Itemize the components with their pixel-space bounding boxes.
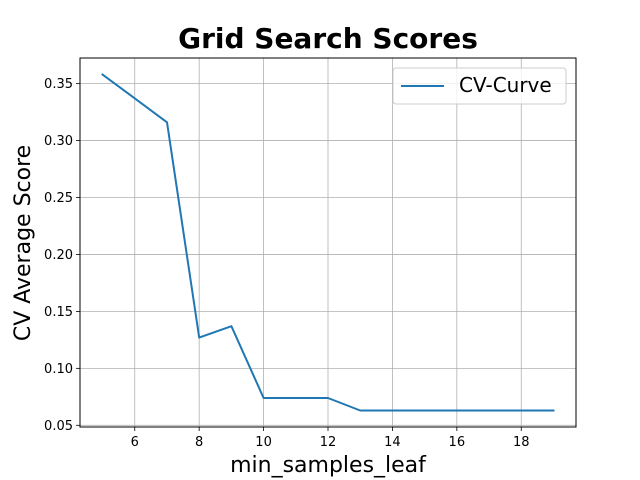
x-tick-label: 6 xyxy=(131,435,139,450)
x-axis: 6 8 10 12 14 16 18 xyxy=(131,427,530,450)
y-tick-label: 0.30 xyxy=(44,134,73,149)
legend-box xyxy=(392,67,567,105)
x-axis-label: min_samples_leaf xyxy=(230,453,427,478)
y-tick-label: 0.10 xyxy=(44,362,73,377)
series-line xyxy=(101,73,555,412)
y-tick-label: 0.05 xyxy=(44,419,73,434)
y-tick-label: 0.15 xyxy=(44,305,73,320)
x-tick-label: 10 xyxy=(255,435,272,450)
y-axis: 0.05 0.10 0.15 0.20 0.25 0.30 0.35 xyxy=(44,77,80,434)
legend-label: CV-Curve xyxy=(459,73,552,97)
legend: CV-Curve xyxy=(392,67,567,105)
y-axis-label: CV Average Score xyxy=(11,145,36,341)
y-tick-label: 0.20 xyxy=(44,248,73,263)
x-tick-label: 14 xyxy=(384,435,401,450)
chart-title: Grid Search Scores xyxy=(178,22,478,55)
y-tick-label: 0.35 xyxy=(44,77,73,92)
x-tick-label: 12 xyxy=(320,435,337,450)
y-tick-label: 0.25 xyxy=(44,191,73,206)
x-tick-label: 8 xyxy=(195,435,203,450)
series-group xyxy=(101,73,555,412)
x-tick-label: 18 xyxy=(513,435,530,450)
x-tick-label: 16 xyxy=(449,435,466,450)
